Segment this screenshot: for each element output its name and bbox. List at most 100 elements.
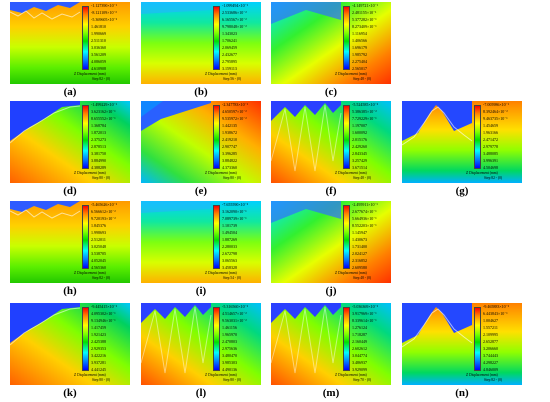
legend-step: Step 82 - (0) bbox=[484, 176, 503, 180]
panel-i: -7.655590×10⁻² 3.162090×10⁻¹ 7.089739×10⁻¹… bbox=[141, 201, 261, 299]
legend-tick-label: 1.442135 bbox=[222, 123, 237, 128]
legend-tick-label: 3.937281 bbox=[91, 360, 106, 365]
contour-plot-image bbox=[10, 2, 130, 84]
legend-tick-label: -9.465883×10⁻² bbox=[483, 304, 509, 309]
legend-tick-label: 1.461810 bbox=[91, 24, 106, 29]
legend-title: Z Displacement (mm) bbox=[205, 373, 237, 377]
legend-tick-label: 9.563031×10⁻² bbox=[222, 318, 247, 323]
legend-tick-label: 4.504698 bbox=[483, 165, 498, 170]
legend-tick-label: 5.386385×10⁻² bbox=[352, 109, 377, 114]
legend-tick-label: 3.257429 bbox=[352, 158, 367, 163]
legend-tick-label: 3.996391 bbox=[483, 158, 498, 163]
legend-tick-label: -7.005986×10⁻¹ bbox=[483, 102, 509, 107]
color-legend: -9.465883×10⁻² 6.443843×10⁻¹ 1.004627 1.557… bbox=[466, 304, 522, 383]
panel-a: -1.127390×10⁻¹ -8.121109×10⁻² -5.369605×10… bbox=[10, 2, 130, 100]
legend-step: Step 80 - (0) bbox=[223, 378, 242, 382]
contour-plot-image bbox=[271, 201, 391, 283]
legend-tick-label: 1.430673 bbox=[352, 237, 367, 242]
contour-plot-image bbox=[402, 303, 522, 385]
legend-ticks: -5.036369×10⁻² 3.917969×10⁻¹ 8.339614×10⁻¹… bbox=[352, 304, 392, 372]
contour-plot-image bbox=[10, 101, 130, 183]
legend-ticks: -5.524585×10⁻² 5.386385×10⁻² 7.729229×10⁻¹… bbox=[352, 103, 392, 170]
legend-tick-label: 1.494504 bbox=[222, 230, 237, 235]
legend-tick-label: 2.316852 bbox=[352, 258, 367, 263]
legend-tick-label: 2.975636 bbox=[222, 346, 237, 351]
color-bar bbox=[343, 205, 350, 269]
panel-caption: (e) bbox=[194, 185, 208, 197]
legend-tick-label: 3.538705 bbox=[91, 251, 106, 256]
color-legend: -2.347783×10⁻¹ 4.650597×10⁻² 9.535972×10⁻²… bbox=[205, 103, 261, 181]
legend-tick-label: 4.650597×10⁻² bbox=[222, 109, 247, 114]
legend-tick-label: 2.109995 bbox=[483, 332, 498, 337]
legend-tick-label: 2.929353 bbox=[91, 346, 106, 351]
legend-tick-label: 3.623162×10⁻¹ bbox=[91, 109, 116, 114]
legend-tick-label: 2.512011 bbox=[91, 237, 106, 242]
legend-step: Step 48 - (0) bbox=[353, 77, 372, 81]
color-bar bbox=[474, 105, 481, 169]
legend-ticks: -5.316560×10⁻² 4.514657×10⁻² 9.563031×10⁻²… bbox=[222, 305, 262, 372]
legend-tick-label: 5.664936×10⁻¹ bbox=[352, 216, 377, 221]
legend-step: Step 80 - (0) bbox=[223, 176, 242, 180]
legend-tick-label: 3.206660 bbox=[483, 346, 498, 351]
legend-tick-label: 2.795895 bbox=[222, 59, 237, 64]
color-bar bbox=[213, 307, 220, 371]
color-legend: -7.655590×10⁻² 3.162090×10⁻¹ 7.089739×10⁻¹… bbox=[205, 203, 262, 281]
legend-tick-label: 1.600092 bbox=[352, 130, 367, 135]
legend-tick-label: 4.095302×10⁻¹ bbox=[91, 311, 116, 316]
legend-tick-label: 2.878513 bbox=[91, 144, 106, 149]
color-legend: -1.099494×10⁻¹ 2.533686×10⁻² 6.165567×10⁻²… bbox=[205, 4, 261, 82]
legend-tick-label: 3.884822 bbox=[222, 158, 237, 163]
legend-tick-label: 1.963166 bbox=[483, 130, 498, 135]
legend-tick-label: 3.458328 bbox=[222, 265, 237, 270]
legend-tick-label: 1.101739 bbox=[222, 223, 237, 228]
legend-tick-label: 2.432677 bbox=[222, 52, 237, 57]
legend-tick-label: 2.280033 bbox=[222, 244, 237, 249]
contour-plot-image bbox=[271, 303, 391, 385]
panel-caption: (m) bbox=[322, 387, 340, 399]
legend-tick-label: 4.086059 bbox=[91, 59, 106, 64]
legend-tick-label: 2.275404 bbox=[352, 59, 367, 64]
legend-tick-label: 2.429260 bbox=[352, 144, 367, 149]
panel-caption: (c) bbox=[324, 86, 338, 98]
contour-plot-image bbox=[10, 201, 130, 283]
legend-title: Z Displacement (mm) bbox=[74, 171, 106, 175]
color-bar bbox=[82, 6, 89, 70]
legend-title: Z Displacement (mm) bbox=[335, 171, 367, 175]
legend-tick-label: -5.465626×10⁻² bbox=[91, 202, 117, 207]
legend-tick-label: 4.373360 bbox=[222, 165, 237, 170]
contour-plot-image bbox=[141, 303, 261, 385]
panel-m: -5.036369×10⁻² 3.917969×10⁻¹ 8.339614×10⁻¹… bbox=[271, 303, 391, 401]
contour-plot-image bbox=[141, 101, 261, 183]
legend-tick-label: -5.036369×10⁻² bbox=[352, 304, 378, 309]
legend-tick-label: 9.463735×10⁻¹ bbox=[483, 116, 508, 121]
panel-g: -7.005986×10⁻¹ 8.392464×10⁻² 9.463735×10⁻¹… bbox=[402, 101, 522, 199]
panel-caption: (a) bbox=[63, 86, 77, 98]
legend-tick-label: 1.417459 bbox=[91, 325, 106, 330]
legend-tick-label: -1.499229×10⁻¹ bbox=[91, 102, 117, 107]
legend-title: Z Displacement (mm) bbox=[335, 271, 367, 275]
legend-tick-label: 3.396285 bbox=[222, 151, 237, 156]
legend-ticks: -7.655590×10⁻² 3.162090×10⁻¹ 7.089739×10⁻¹… bbox=[222, 203, 262, 270]
legend-tick-label: 1.343023 bbox=[222, 31, 237, 36]
legend-tick-label: 5.377282×10⁻¹ bbox=[352, 17, 377, 22]
color-legend: -5.036369×10⁻² 3.917969×10⁻¹ 8.339614×10⁻¹… bbox=[335, 304, 392, 383]
legend-tick-label: 9.720193×10⁻² bbox=[91, 216, 116, 221]
legend-tick-label: 1.145947 bbox=[352, 230, 367, 235]
legend-tick-label: 2.609580 bbox=[352, 265, 367, 270]
legend-tick-label: 4.441245 bbox=[91, 367, 106, 372]
legend-tick-label: 2.160449 bbox=[352, 339, 367, 344]
legend-tick-label: 2.015176 bbox=[352, 137, 367, 142]
panel-f: -5.524585×10⁻² 5.386385×10⁻² 7.729229×10⁻¹… bbox=[271, 101, 391, 199]
legend-title: Z Displacement (mm) bbox=[205, 72, 237, 76]
legend-title: Z Displacement (mm) bbox=[466, 373, 498, 377]
legend-tick-label: 1.696179 bbox=[352, 45, 367, 50]
legend-ticks: -2.495911×10⁻¹ 2.677674×10⁻¹ 5.664936×10⁻¹… bbox=[352, 203, 392, 270]
legend-step: Step 82 - (0) bbox=[484, 378, 503, 382]
panel-h: -5.465626×10⁻² 6.566612×10⁻² 9.720193×10⁻²… bbox=[10, 201, 130, 299]
legend-tick-label: 3.044774 bbox=[352, 353, 367, 358]
legend-tick-label: 1.461156 bbox=[222, 325, 237, 330]
legend-tick-label: -5.369605×10⁻² bbox=[91, 17, 117, 22]
color-legend: -5.316560×10⁻² 4.514657×10⁻² 9.563031×10⁻²… bbox=[205, 305, 262, 383]
legend-tick-label: 1.965970 bbox=[222, 332, 237, 337]
legend-tick-label: 3.159113 bbox=[222, 66, 237, 71]
